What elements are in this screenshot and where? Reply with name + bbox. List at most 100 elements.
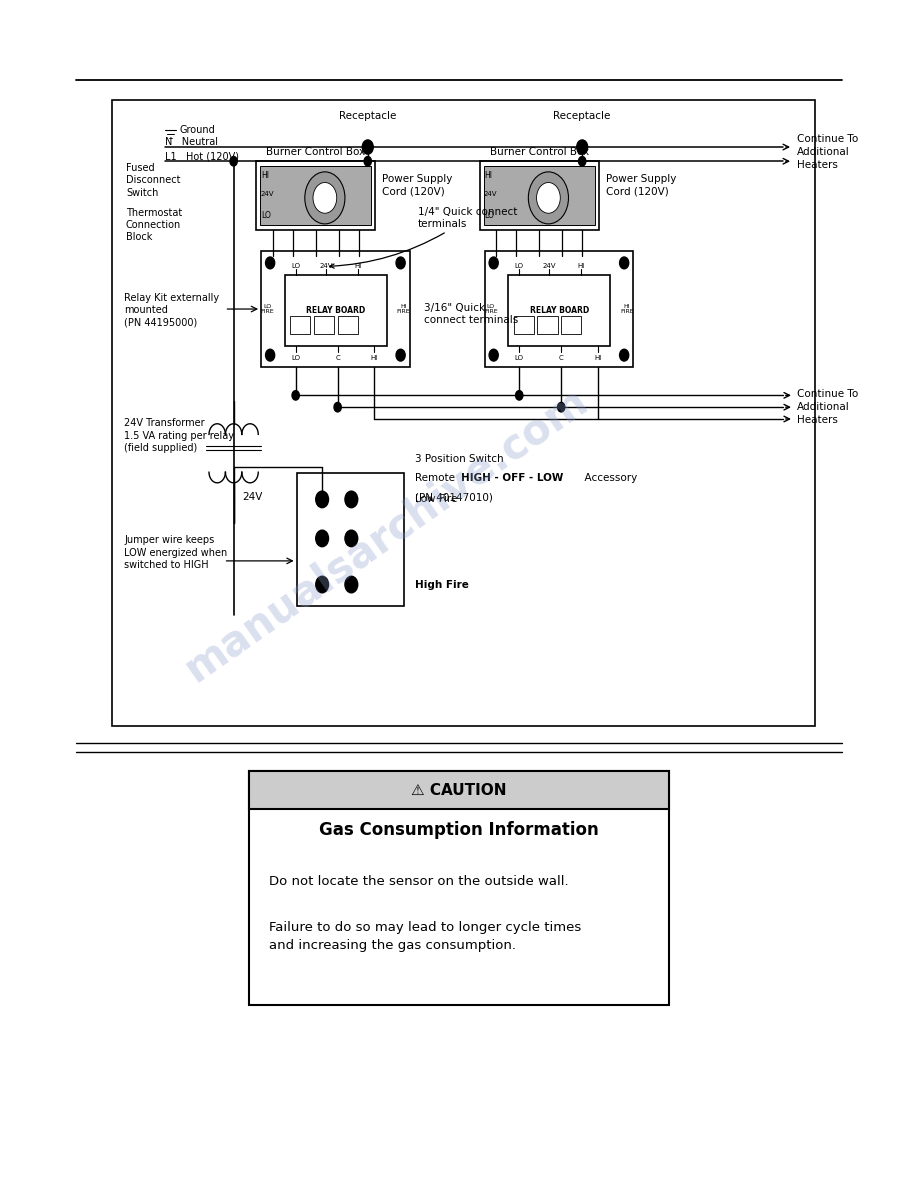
Text: manualsarchive.com: manualsarchive.com [176,379,596,690]
Text: 24V Transformer
1.5 VA rating per relay
(field supplied): 24V Transformer 1.5 VA rating per relay … [124,418,234,453]
Text: 24V: 24V [543,264,556,270]
Circle shape [396,349,405,361]
Circle shape [292,391,299,400]
Bar [484,166,595,225]
Circle shape [577,140,588,154]
Text: Thermostat
Connection
Block: Thermostat Connection Block [126,208,182,242]
Bar [285,274,386,346]
Text: 24V: 24V [484,191,498,197]
Text: ⚠ CAUTION: ⚠ CAUTION [411,783,507,798]
Bar [256,162,375,229]
Text: 24V: 24V [241,492,263,503]
Bar [480,162,599,229]
Text: 24V: 24V [260,191,274,197]
Text: Gas Consumption Information: Gas Consumption Information [319,821,599,840]
Text: 24V: 24V [319,264,332,270]
Text: Power Supply
Cord (120V): Power Supply Cord (120V) [606,173,677,196]
Bar [112,100,815,726]
Text: LO: LO [291,264,300,270]
Text: LO
FIRE: LO FIRE [261,304,274,315]
Text: Receptacle: Receptacle [339,112,397,121]
Bar [485,251,633,367]
Text: 1/4" Quick connect
terminals: 1/4" Quick connect terminals [330,207,518,268]
Text: Receptacle: Receptacle [554,112,610,121]
Text: Burner Control Box: Burner Control Box [266,147,365,157]
Bar [314,316,334,334]
Text: HI
FIRE: HI FIRE [620,304,633,315]
Text: HI
FIRE: HI FIRE [397,304,410,315]
Text: Failure to do so may lead to longer cycle times
and increasing the gas consumpti: Failure to do so may lead to longer cycl… [269,922,581,953]
Text: 3 Position Switch: 3 Position Switch [415,454,504,465]
Text: Remote: Remote [415,473,458,484]
Bar [249,771,669,1005]
Circle shape [230,157,237,166]
Text: HI: HI [485,171,493,179]
Text: LO: LO [515,264,524,270]
Text: N   Neutral: N Neutral [165,138,218,147]
Bar [537,316,557,334]
Bar [561,316,581,334]
Circle shape [516,391,523,400]
Text: LO: LO [485,211,495,220]
Text: Continue To
Additional
Heaters: Continue To Additional Heaters [797,388,857,425]
Circle shape [316,530,329,546]
Circle shape [489,349,498,361]
Text: L1   Hot (120V): L1 Hot (120V) [165,152,240,162]
Text: Ground: Ground [180,126,216,135]
Bar [297,473,404,606]
Text: LO
FIRE: LO FIRE [484,304,498,315]
Text: HI: HI [261,171,269,179]
Circle shape [334,403,341,412]
Circle shape [345,530,358,546]
Text: HI: HI [594,354,601,360]
Circle shape [345,491,358,507]
Bar [509,274,610,346]
Text: HI: HI [371,354,378,360]
Bar [249,771,669,809]
Text: Fused
Disconnect
Switch: Fused Disconnect Switch [126,163,181,197]
Circle shape [265,349,274,361]
Text: (PN 40147010): (PN 40147010) [415,492,493,503]
Text: RELAY BOARD: RELAY BOARD [530,305,589,315]
Text: LO: LO [261,211,271,220]
Text: C: C [335,354,340,360]
Text: HI: HI [577,264,585,270]
Circle shape [536,183,560,214]
Text: Burner Control Box: Burner Control Box [489,147,588,157]
Text: HIGH - OFF - LOW: HIGH - OFF - LOW [461,473,564,484]
Circle shape [316,576,329,593]
Text: LO: LO [291,354,300,360]
Circle shape [364,157,372,166]
Circle shape [313,183,337,214]
Circle shape [620,349,629,361]
Text: C: C [559,354,564,360]
Circle shape [305,172,345,223]
Circle shape [620,257,629,268]
Text: LO: LO [515,354,524,360]
Circle shape [578,157,586,166]
Circle shape [345,576,358,593]
Text: Low Fire: Low Fire [415,494,457,505]
Circle shape [489,257,498,268]
Bar [260,166,372,225]
Text: Accessory: Accessory [577,473,637,484]
Bar [338,316,358,334]
Text: 3/16" Quick
connect terminals: 3/16" Quick connect terminals [424,303,519,326]
Bar [261,251,409,367]
Text: HI: HI [354,264,362,270]
Circle shape [396,257,405,268]
Text: High Fire: High Fire [415,580,469,589]
Bar [514,316,534,334]
Bar [290,316,310,334]
Circle shape [557,403,565,412]
Text: Power Supply
Cord (120V): Power Supply Cord (120V) [383,173,453,196]
Circle shape [363,140,374,154]
Text: Relay Kit externally
mounted
(PN 44195000): Relay Kit externally mounted (PN 4419500… [124,292,219,328]
Circle shape [316,491,329,507]
Text: Continue To
Additional
Heaters: Continue To Additional Heaters [797,133,857,170]
Circle shape [265,257,274,268]
Text: RELAY BOARD: RELAY BOARD [307,305,365,315]
Circle shape [529,172,568,223]
Text: Jumper wire keeps
LOW energized when
switched to HIGH: Jumper wire keeps LOW energized when swi… [124,536,228,570]
Text: Do not locate the sensor on the outside wall.: Do not locate the sensor on the outside … [269,874,569,887]
